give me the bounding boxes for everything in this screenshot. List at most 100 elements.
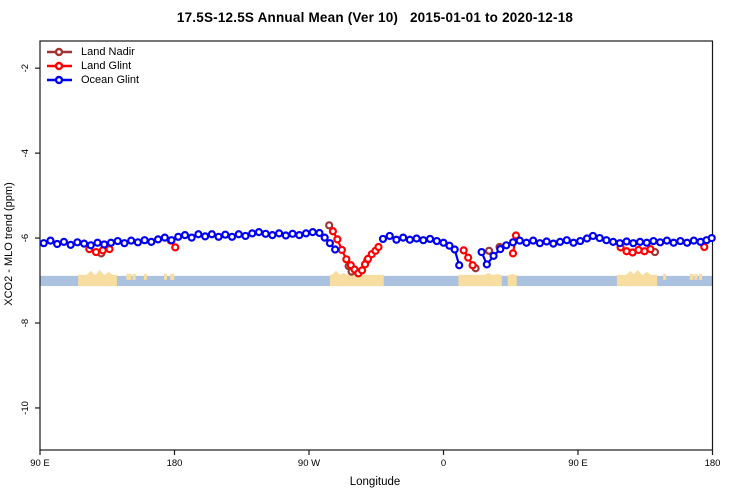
data-point	[91, 247, 101, 257]
data-point	[646, 245, 655, 254]
data-point	[174, 232, 183, 241]
data-point	[508, 249, 518, 258]
data-point	[399, 233, 408, 242]
data-point	[281, 231, 290, 240]
data-point	[508, 238, 518, 247]
data-point	[392, 235, 401, 244]
data-point	[342, 255, 351, 264]
land-shape-south-america	[329, 270, 384, 287]
y-tick-label: -10	[20, 401, 31, 415]
data-point	[405, 235, 414, 244]
data-point	[171, 243, 180, 252]
ocean-glint-marker-icon	[47, 75, 72, 85]
data-point	[331, 245, 340, 254]
data-point	[378, 234, 388, 244]
legend-circle	[54, 75, 64, 85]
data-point	[489, 251, 498, 261]
data-point	[337, 245, 346, 255]
data-point	[133, 238, 142, 247]
x-axis: 90 E 180 90 W 0 90 E 180	[30, 450, 720, 469]
data-point	[609, 237, 618, 246]
data-point	[464, 253, 473, 262]
data-point	[425, 234, 435, 244]
chart-title: 17.5S-12.5S Annual Mean (Ver 10) 2015-01…	[176, 10, 574, 25]
data-point	[160, 233, 169, 242]
legend-circle	[54, 61, 64, 71]
data-point	[295, 230, 304, 240]
land-shape-australia-east-pass	[616, 269, 658, 287]
y-tick-label: -4	[20, 149, 31, 157]
data-point	[511, 231, 521, 240]
data-point	[477, 247, 486, 257]
data-point	[328, 227, 338, 236]
data-point	[669, 238, 678, 247]
data-point	[622, 237, 631, 246]
island-speck	[170, 273, 175, 280]
data-point	[569, 238, 578, 247]
data-point	[602, 236, 611, 245]
data-point	[221, 230, 230, 239]
data-point	[459, 246, 468, 255]
data-point	[53, 239, 62, 249]
data-point	[120, 239, 129, 248]
island-speck	[126, 273, 132, 280]
data-point	[140, 236, 149, 245]
data-point	[615, 239, 624, 248]
data-point	[308, 228, 317, 237]
data-point	[315, 228, 324, 238]
x-tick-label: 90 E	[30, 458, 50, 469]
data-point	[127, 236, 136, 245]
x-tick-label: 0	[441, 458, 446, 469]
data-point	[106, 238, 116, 247]
data-point	[439, 238, 448, 247]
data-point	[502, 241, 511, 250]
legend-item-land-glint: Land Glint	[46, 59, 139, 73]
map-strip	[40, 269, 713, 287]
data-point	[333, 235, 342, 244]
data-point	[66, 240, 75, 249]
land-shape-australia-west-pass	[78, 269, 117, 287]
data-point	[180, 230, 190, 240]
legend-item-land-nadir: Land Nadir	[46, 45, 139, 59]
series-ocean-glint	[39, 228, 716, 270]
data-point	[642, 238, 651, 247]
data-point	[562, 236, 571, 245]
data-point	[301, 229, 311, 238]
x-tick-label: 90 W	[298, 458, 320, 469]
data-point	[455, 261, 464, 270]
data-point	[320, 233, 329, 242]
data-point	[227, 232, 237, 241]
data-point	[187, 233, 196, 242]
data-point	[254, 228, 264, 237]
data-point	[682, 238, 692, 247]
island-speck	[663, 273, 667, 280]
data-point	[261, 229, 270, 238]
y-axis: -2 -4 -6 -8 -10	[20, 64, 40, 415]
island-speck	[699, 273, 703, 280]
data-point	[153, 235, 163, 244]
data-point	[325, 239, 335, 248]
data-point	[542, 237, 551, 246]
data-point	[649, 236, 658, 246]
data-point	[234, 230, 243, 239]
land-shape-madagascar	[507, 273, 518, 287]
data-point	[588, 231, 598, 241]
island-speck	[689, 273, 694, 280]
land-glint-marker-icon	[47, 61, 72, 71]
legend-label-land-glint: Land Glint	[81, 60, 132, 72]
data-point	[241, 231, 250, 241]
data-point	[635, 237, 645, 246]
data-point	[59, 237, 69, 246]
data-point	[385, 231, 394, 241]
x-axis-title: Longitude	[349, 476, 401, 488]
data-point	[288, 229, 297, 238]
legend-circle	[54, 47, 64, 57]
series-land-glint	[85, 227, 709, 278]
data-point	[576, 236, 585, 246]
data-point	[73, 238, 82, 247]
data-point	[595, 233, 604, 243]
island-speck	[132, 273, 136, 280]
data-point	[676, 236, 685, 246]
legend-label-ocean-glint: Ocean Glint	[81, 74, 140, 86]
data-point	[656, 238, 665, 247]
